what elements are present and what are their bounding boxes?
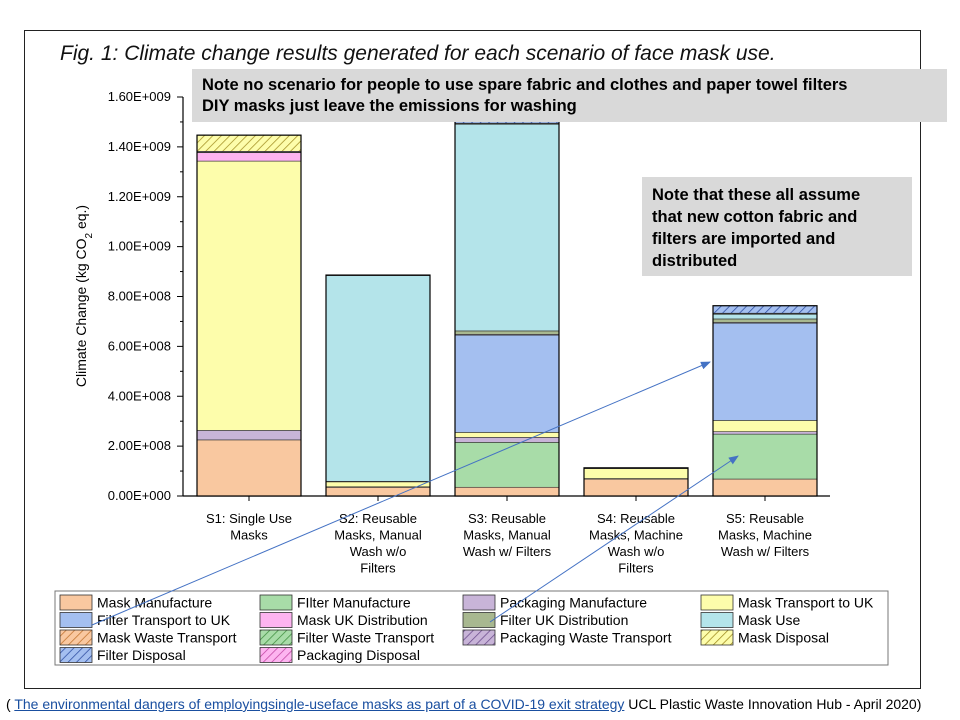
bar-segment (454, 334, 560, 433)
right-note-box (642, 177, 912, 276)
bar-segment (454, 486, 560, 497)
bar-segment (712, 433, 818, 480)
y-axis-title-group: Climate Change (kg CO2 eq.) (73, 205, 95, 387)
notes: Note no scenario for people to use spare… (192, 69, 947, 276)
legend-label: Packaging Disposal (297, 647, 420, 663)
top-note-line: Note no scenario for people to use spare… (202, 76, 847, 94)
legend-swatch (59, 629, 93, 646)
bar-segment (196, 430, 302, 441)
bar-segment (583, 468, 689, 479)
bar-segment (325, 275, 431, 482)
bar-segment (454, 330, 560, 335)
right-note-line: that new cotton fabric and (652, 208, 857, 226)
bar-segment (712, 478, 818, 497)
plot-area: 0.00E+000 2.00E+008 4.00E+008 6.00E+008 8.00… (108, 89, 830, 576)
bar-segment (712, 431, 818, 435)
bar-segment (712, 313, 818, 320)
legend-label: FIlter Manufacture (297, 595, 411, 611)
legend-label: Filter UK Distribution (500, 612, 628, 628)
legend-swatch (259, 629, 293, 646)
bar-segment (712, 305, 818, 314)
legend-label: Packaging Manufacture (500, 595, 647, 611)
bar-segment (454, 442, 560, 488)
chart-title: Fig. 1: Climate change results generated… (60, 42, 776, 65)
y-tick-label: 1.60E+009 (108, 89, 171, 104)
right-note-line: filters are imported and (652, 230, 835, 248)
bar-outline (325, 274, 431, 497)
arrow-filter-manufacture (489, 455, 739, 623)
caption-open: ( (6, 696, 15, 712)
legend-label: Filter Waste Transport (297, 630, 434, 646)
legend-label: Mask Disposal (738, 630, 829, 646)
y-tick-label: 1.40E+009 (108, 139, 171, 154)
legend-label: Mask Waste Transport (97, 630, 237, 646)
y-tick-label: 4.00E+008 (108, 388, 171, 403)
top-note-line: DIY masks just leave the emissions for w… (202, 97, 577, 115)
y-tick-label: 8.00E+008 (108, 289, 171, 304)
legend-label: Filter Transport to UK (97, 612, 231, 628)
legend-swatch (259, 594, 293, 611)
legend-swatch (59, 612, 93, 628)
top-note-box (192, 69, 947, 122)
legend-label: Mask Transport to UK (738, 595, 874, 611)
legend-swatch (259, 612, 293, 628)
y-tick-label: 1.00E+009 (108, 239, 171, 254)
x-tick-label: S2: Reusable Masks, Manual Wash w/o Filters (334, 511, 422, 576)
x-tick-label: S4: Reusable Masks, Machine Wash w/o Filter… (589, 511, 683, 576)
bar-segment (325, 486, 431, 497)
legend-label: Mask Use (738, 612, 800, 628)
y-tick-label: 2.00E+008 (108, 438, 171, 453)
y-tick-label: 0.00E+000 (108, 488, 171, 503)
legend-swatch (700, 594, 734, 611)
legend-swatch (700, 612, 734, 628)
legend-swatch (462, 612, 496, 628)
bar-segment (196, 134, 302, 152)
legend-swatch (700, 629, 734, 646)
bar-outline (196, 134, 302, 497)
x-tick-label: S1: Single Use Masks (206, 511, 292, 543)
right-note-line: Note that these all assume (652, 186, 860, 204)
bar-segment (454, 123, 560, 332)
bar-outline (583, 467, 689, 497)
y-axis-title: Climate Change (kg CO2 eq.) (73, 205, 95, 387)
legend-swatch (462, 629, 496, 646)
bar-segment (712, 322, 818, 421)
bar-segment (712, 420, 818, 432)
bar-outline (712, 305, 818, 497)
bar-segment (325, 481, 431, 488)
legend-label: Packaging Waste Transport (500, 630, 672, 646)
bar-segment (583, 478, 689, 497)
y-tick-label: 6.00E+008 (108, 338, 171, 353)
legend-swatch (259, 647, 293, 663)
legend-label: Filter Disposal (97, 647, 186, 663)
legend-swatch (59, 647, 93, 663)
bar-segment (712, 318, 818, 323)
legend-label: Mask Manufacture (97, 595, 212, 611)
x-tick-label: S3: Reusable Masks, Manual Wash w/ Filters (463, 511, 552, 559)
legend: Mask Manufacture FIlter Manufacture Packag… (54, 590, 889, 666)
bar-segment (196, 160, 302, 431)
legend-label: Mask UK Distribution (297, 612, 428, 628)
bar-segment (454, 437, 560, 443)
source-link[interactable]: The environmental dangers of employingsi… (14, 696, 625, 712)
legend-swatch (59, 594, 93, 611)
caption-suffix: UCL Plastic Waste Innovation Hub - April… (624, 696, 922, 712)
y-tick-label: 1.20E+009 (108, 189, 171, 204)
bar-segment (196, 439, 302, 497)
legend-swatch (462, 594, 496, 611)
annotation-arrows (91, 361, 739, 626)
arrow-filter-transport (91, 361, 711, 626)
x-tick-label: S5: Reusable Masks, Machine Wash w/ Filter… (718, 511, 812, 559)
bar-segment (196, 152, 302, 162)
source-caption: ( The environmental dangers of employing… (6, 696, 956, 712)
right-note-line: distributed (652, 252, 737, 270)
